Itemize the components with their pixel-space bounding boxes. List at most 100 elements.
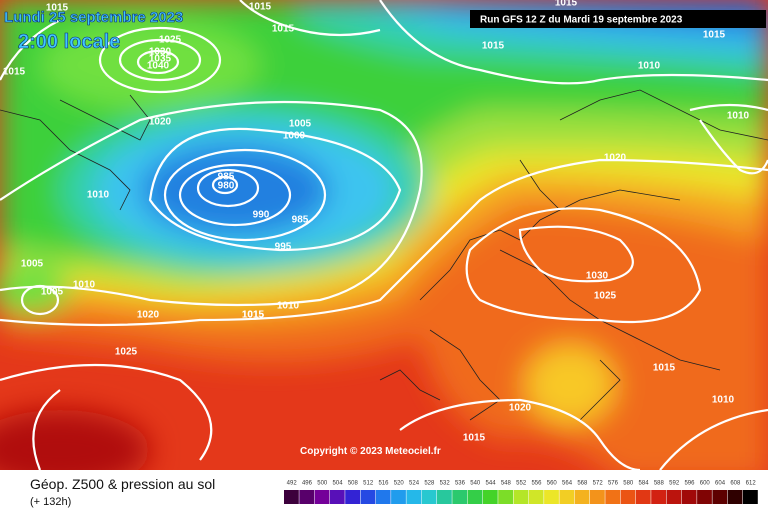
isobar-label: 1025 <box>159 35 182 46</box>
isobar-label: 1040 <box>147 61 170 72</box>
isobar-label: 1010 <box>87 190 110 201</box>
scale-swatch <box>375 490 391 504</box>
scale-label: 556 <box>531 481 542 487</box>
header: Lundi 25 septembre 2023 2:00 locale Run … <box>4 9 766 457</box>
scale-swatch <box>467 490 483 504</box>
scale-swatch <box>681 490 697 504</box>
isobar-label: 1015 <box>482 41 505 52</box>
scale-label: 548 <box>501 481 512 487</box>
scale-swatch <box>620 490 636 504</box>
scale-swatch <box>437 490 452 504</box>
isobar-label: 1020 <box>149 117 172 128</box>
scale-label: 504 <box>333 481 344 487</box>
isobar-label: 1015 <box>703 30 726 41</box>
scale-swatch <box>712 490 728 504</box>
isobar-label: 1015 <box>242 310 265 321</box>
scale-swatch <box>574 490 590 504</box>
isobar-label: 980 <box>218 181 235 192</box>
scale-swatch <box>727 490 743 504</box>
scale-label: 588 <box>654 481 665 487</box>
map-field: 1015 1015 10151025103010351040101510201015… <box>0 0 768 470</box>
isobar-label: 995 <box>275 242 292 253</box>
scale-swatch <box>284 490 299 504</box>
color-scale: 492 496 500 504 508 512 516 520 524 528 532 536 540 5… <box>284 481 758 504</box>
scale-label: 528 <box>424 481 435 487</box>
scale-swatch <box>743 490 758 504</box>
isobar-label: 1020 <box>509 403 532 414</box>
isobar-label: 1000 <box>283 131 306 142</box>
isobar-label: 1005 <box>21 259 44 270</box>
scale-label: 540 <box>470 481 481 487</box>
isobar-label: 1020 <box>604 153 627 164</box>
scale-label: 560 <box>547 481 558 487</box>
scale-swatch <box>498 490 513 504</box>
scale-label: 496 <box>302 481 313 487</box>
time-label: 2:00 locale <box>18 31 120 53</box>
scale-swatch <box>299 490 315 504</box>
scale-swatch <box>635 490 651 504</box>
isobar-label: 1010 <box>712 395 735 406</box>
isobar-label: 1015 <box>242 310 265 321</box>
scale-swatch <box>697 490 712 504</box>
scale-swatch <box>513 490 529 504</box>
isobar-label: 985 <box>218 172 235 183</box>
scale-label: 568 <box>577 481 588 487</box>
isobar-label: 1010 <box>277 301 300 312</box>
scale-swatch <box>345 490 360 504</box>
scale-label: 600 <box>700 481 711 487</box>
date-label: Lundi 25 septembre 2023 <box>4 9 183 26</box>
isobar-label: 1010 <box>638 61 661 72</box>
footer-title: Géop. Z500 & pression au sol <box>30 476 215 492</box>
isobar-label: 1015 <box>555 0 578 9</box>
scale-label: 524 <box>409 481 420 487</box>
isobar-label: 1010 <box>73 280 96 291</box>
isobar-label: 1010 <box>727 111 750 122</box>
scale-swatch <box>329 490 345 504</box>
isobar-label: 1025 <box>115 347 138 358</box>
scale-label: 508 <box>348 481 359 487</box>
isobar-label: 1030 <box>586 271 609 282</box>
scale-label: 520 <box>394 481 405 487</box>
scale-label: 544 <box>486 481 497 487</box>
scale-label: 592 <box>669 481 680 487</box>
isobar-label: 1015 <box>249 2 272 13</box>
isobar-label: 1015 <box>46 3 69 14</box>
isobar-label: 990 <box>253 210 270 221</box>
scale-label: 584 <box>639 481 650 487</box>
scale-label: 596 <box>684 481 695 487</box>
scale-swatch <box>314 490 330 504</box>
copyright: Copyright © 2023 Meteociel.fr <box>300 446 441 457</box>
isobar-label: 1005 <box>289 119 312 130</box>
scale-swatch <box>421 490 437 504</box>
scale-swatch <box>528 490 544 504</box>
scale-swatch <box>590 490 605 504</box>
scale-swatch <box>651 490 666 504</box>
run-box <box>470 10 766 28</box>
scale-label: 564 <box>562 481 573 487</box>
scale-label: 580 <box>623 481 634 487</box>
footer-lead: (+ 132h) <box>30 496 71 508</box>
scale-label: 512 <box>363 481 374 487</box>
isobar-label: 1030 <box>149 47 172 58</box>
scale-label: 608 <box>730 481 741 487</box>
scale-swatch <box>559 490 575 504</box>
scale-swatch <box>391 490 406 504</box>
isobar-label: 1025 <box>594 291 617 302</box>
scale-swatch <box>482 490 498 504</box>
scale-swatch <box>452 490 468 504</box>
isobars <box>0 0 768 470</box>
scale-swatch <box>666 490 682 504</box>
isobar-label: 1020 <box>137 310 160 321</box>
scale-label: 552 <box>516 481 527 487</box>
isobar-label: 1015 <box>272 24 295 35</box>
isobar-labels: 1015 1015 10151025103010351040101510201015… <box>3 0 750 444</box>
scale-label: 536 <box>455 481 466 487</box>
isobar-label: 985 <box>292 215 309 226</box>
scale-label: 500 <box>317 481 328 487</box>
scale-label: 604 <box>715 481 726 487</box>
scale-label: 532 <box>440 481 451 487</box>
scale-label: 516 <box>378 481 389 487</box>
scale-label: 572 <box>593 481 604 487</box>
run-label: Run GFS 12 Z du Mardi 19 septembre 2023 <box>480 15 683 26</box>
